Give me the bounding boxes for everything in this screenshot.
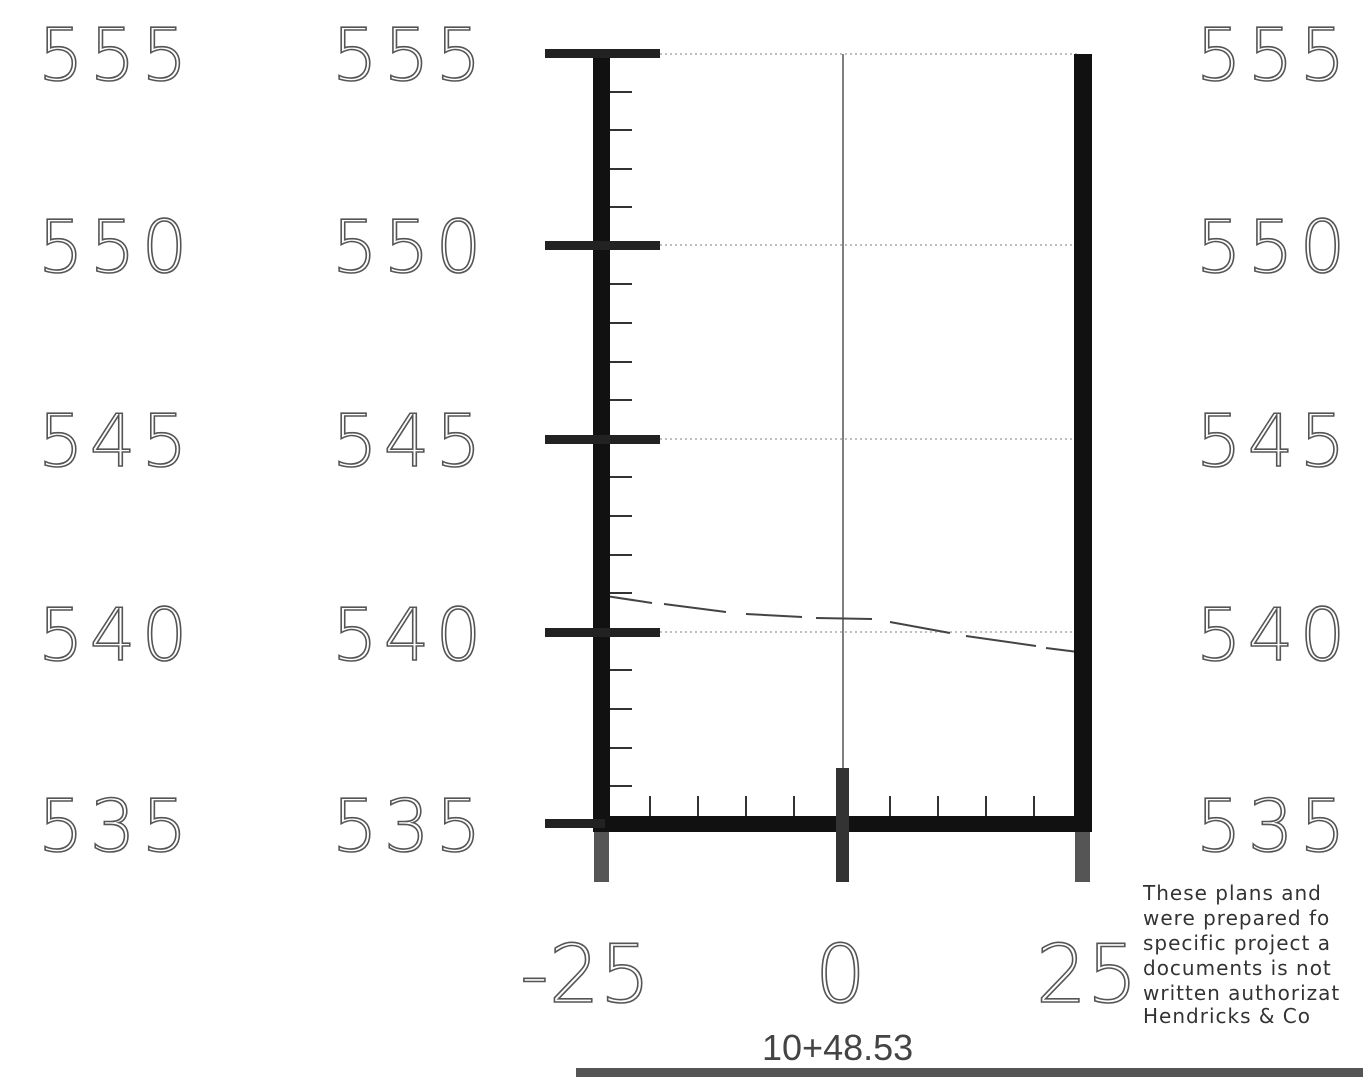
ground-profile — [605, 595, 1079, 653]
elev-label: 545 — [332, 399, 487, 483]
elev-label: 545 — [1196, 399, 1351, 483]
disclaimer-line: specific project a — [1143, 931, 1331, 955]
disclaimer-line: written authorizat — [1143, 981, 1340, 1005]
left-frame-foot — [594, 822, 609, 882]
disclaimer-line: documents is not — [1143, 956, 1332, 980]
title-block-bar — [576, 1068, 1363, 1077]
right-frame-foot — [1075, 822, 1090, 882]
minor-ticks-horizontal — [649, 796, 1035, 816]
elev-label: 555 — [332, 13, 487, 97]
elev-label: 555 — [1196, 13, 1351, 97]
disclaimer-line: were prepared fo — [1143, 906, 1330, 930]
elev-label: 555 — [38, 13, 193, 97]
major-ticks — [545, 49, 660, 828]
minor-ticks-vertical — [610, 91, 632, 787]
disclaimer-line: These plans and — [1142, 881, 1322, 905]
elev-label: 550 — [332, 205, 487, 289]
grid-lines — [610, 53, 1078, 633]
offset-label-right: 25 — [1036, 928, 1138, 1021]
elev-label: 535 — [38, 784, 193, 868]
elevation-labels-right: 555 550 545 540 535 — [1195, 12, 1351, 869]
elevation-labels-left-inner: 555 550 545 540 535 — [331, 12, 487, 869]
offset-label-left: -25 — [520, 928, 651, 1021]
offset-labels: -25 0 25 — [519, 927, 1138, 1022]
disclaimer-line: Hendricks & Co — [1143, 1004, 1311, 1028]
elev-label: 550 — [1196, 205, 1351, 289]
elev-label: 545 — [38, 399, 193, 483]
elev-label: 540 — [332, 593, 487, 677]
offset-label-center: 0 — [815, 928, 866, 1021]
elev-label: 535 — [1196, 784, 1351, 868]
right-frame-bar — [1074, 54, 1092, 828]
elev-label: 550 — [38, 205, 193, 289]
elev-label: 540 — [1196, 593, 1351, 677]
elev-label: 535 — [332, 784, 487, 868]
center-marker — [836, 768, 849, 882]
station-label: 10+48.53 — [762, 1027, 913, 1068]
elevation-labels-left-outer: 555 550 545 540 535 — [37, 12, 193, 869]
elev-label: 540 — [38, 593, 193, 677]
disclaimer-note: These plans and were prepared fo specifi… — [1142, 881, 1340, 1028]
